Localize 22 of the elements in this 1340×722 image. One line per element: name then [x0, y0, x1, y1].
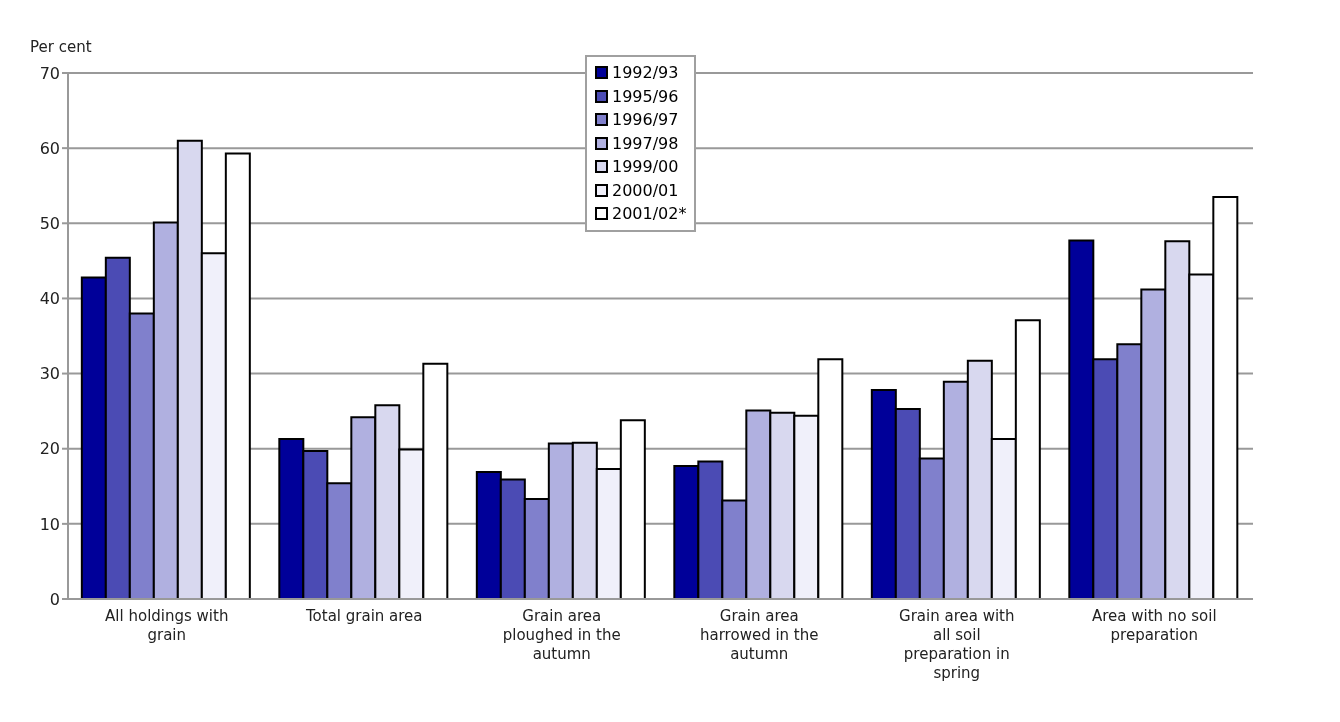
y-tick-label: 0	[49, 589, 60, 609]
x-tick-label: Area with no soil preparation	[1091, 607, 1217, 644]
legend-label: 2001/02*	[612, 204, 687, 224]
x-tick-label: Grain area ploughed in the autumn	[502, 607, 621, 663]
legend-label: 1999/00	[612, 157, 679, 177]
legend-label: 1997/98	[612, 133, 679, 153]
y-tick-label: 20	[39, 439, 60, 459]
y-tick-label: 40	[39, 289, 60, 309]
legend-label: 1995/96	[612, 86, 679, 106]
legend-label: 1992/93	[612, 63, 679, 83]
y-tick-label: 50	[39, 213, 60, 233]
legend-label: 2000/01	[612, 180, 679, 200]
y-tick-label: 70	[39, 63, 60, 83]
x-tick-label: Grain area with all soil preparation in spring	[899, 607, 1015, 682]
legend-label: 1996/97	[612, 110, 679, 130]
x-tick-label: All holdings with grain	[105, 607, 229, 644]
x-tick-label: Grain area harrowed in the autumn	[700, 607, 819, 663]
x-tick-label: Total grain area	[304, 607, 423, 625]
y-axis-title: Per cent	[30, 38, 92, 56]
y-tick-label: 30	[39, 364, 60, 384]
y-tick-label: 10	[39, 514, 60, 534]
y-tick-label: 60	[39, 138, 60, 158]
